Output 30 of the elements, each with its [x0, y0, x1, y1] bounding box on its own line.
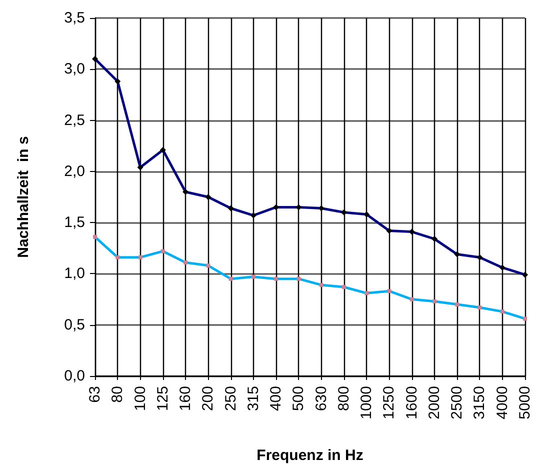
y-tick-label: 0,5 — [64, 316, 85, 334]
y-tick-label: 2,5 — [64, 112, 85, 129]
x-tick-label: 500 — [290, 386, 308, 412]
x-tick-label: 2500 — [448, 386, 466, 420]
y-tick-label: 3,5 — [64, 10, 85, 26]
y-tick-label: 1,0 — [64, 265, 85, 282]
x-tick-label: 1250 — [380, 386, 398, 420]
x-tick-label: 125 — [154, 386, 172, 412]
x-tick-label: 200 — [200, 386, 217, 412]
y-axis-title: Nachhallzeit in s — [15, 136, 32, 258]
x-tick-label: 630 — [312, 386, 330, 412]
y-tick-label: 2,0 — [64, 162, 85, 180]
x-tick-label: 315 — [244, 386, 262, 412]
x-tick-label: 160 — [177, 386, 194, 412]
x-tick-label: 1000 — [358, 386, 376, 420]
x-tick-label: 400 — [268, 386, 285, 412]
y-tick-label: 3,0 — [64, 60, 85, 78]
x-tick-label: 2000 — [426, 386, 443, 420]
y-tick-label: 1,5 — [64, 214, 85, 232]
x-tick-label: 63 — [86, 386, 104, 403]
x-tick-label: 4000 — [494, 386, 511, 420]
x-tick-label: 3150 — [471, 386, 488, 420]
x-tick-label: 80 — [109, 386, 126, 403]
x-tick-label: 100 — [132, 386, 149, 412]
x-tick-label: 250 — [222, 386, 240, 412]
x-tick-label: 1600 — [403, 386, 420, 420]
x-axis-title: Frequenz in Hz — [256, 447, 364, 464]
x-tick-label: 800 — [335, 386, 352, 412]
y-tick-label: 0,0 — [64, 368, 85, 384]
x-tick-label: 5000 — [516, 386, 534, 420]
